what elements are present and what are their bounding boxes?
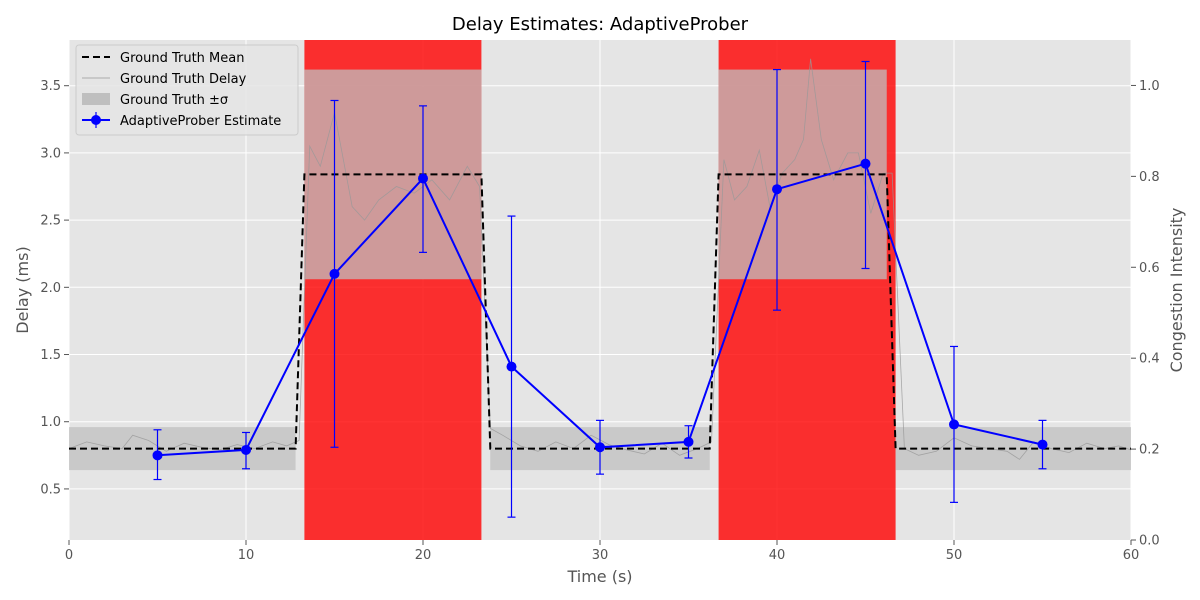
estimate-point bbox=[949, 419, 959, 430]
legend-band-symbol bbox=[82, 93, 110, 105]
legend: Ground Truth Mean Ground Truth Delay Gro… bbox=[75, 44, 299, 136]
legend-box bbox=[75, 44, 299, 136]
x-tick-label: 30 bbox=[592, 548, 609, 563]
legend-estimate-label: AdaptiveProber Estimate bbox=[120, 114, 281, 129]
estimate-point bbox=[241, 444, 251, 455]
y-tick-label: 3.0 bbox=[40, 146, 61, 161]
legend-band-label: Ground Truth ±σ bbox=[120, 93, 228, 108]
y-axis-label: Delay (ms) bbox=[13, 246, 32, 333]
y-tick-label: 2.0 bbox=[40, 281, 61, 296]
y2-tick-label: 0.0 bbox=[1139, 534, 1160, 549]
y2-tick-label: 0.8 bbox=[1139, 170, 1160, 185]
y2-tick-label: 0.4 bbox=[1139, 352, 1160, 367]
y2-axis-label: Congestion Intensity bbox=[1167, 208, 1186, 373]
legend-delay-label: Ground Truth Delay bbox=[120, 72, 247, 87]
estimate-point bbox=[683, 436, 694, 447]
x-tick-label: 0 bbox=[65, 548, 73, 563]
legend-mean-label: Ground Truth Mean bbox=[120, 51, 244, 66]
x-tick-label: 50 bbox=[946, 548, 963, 563]
y-tick-label: 0.5 bbox=[40, 482, 61, 497]
estimate-point bbox=[772, 184, 782, 195]
legend-estimate-symbol bbox=[82, 112, 110, 128]
x-axis-label: Time (s) bbox=[566, 567, 632, 586]
y-tick-label: 1.0 bbox=[40, 415, 61, 430]
estimate-point bbox=[152, 450, 163, 461]
estimate-point bbox=[329, 268, 340, 279]
estimate-points bbox=[152, 158, 1048, 461]
x-tick-label: 40 bbox=[769, 548, 786, 563]
x-tick-label: 10 bbox=[238, 548, 255, 563]
y2-tick-label: 0.6 bbox=[1139, 261, 1160, 276]
axis-ticks: 0 10 20 30 40 50 60 0.5 1.0 1.5 2.0 2.5 3.0 3.5 0.0 0.2… bbox=[40, 79, 1159, 563]
estimate-point bbox=[418, 173, 428, 184]
y-tick-label: 3.5 bbox=[40, 79, 61, 94]
y2-tick-label: 1.0 bbox=[1139, 79, 1160, 94]
ground-truth-delay-line bbox=[68, 58, 1132, 460]
estimate-point bbox=[1037, 439, 1048, 450]
y2-tick-label: 0.2 bbox=[1139, 443, 1160, 458]
chart-title: Delay Estimates: AdaptiveProber bbox=[452, 14, 749, 35]
estimate-point bbox=[595, 442, 605, 453]
y-tick-label: 1.5 bbox=[40, 348, 61, 363]
y-tick-label: 2.5 bbox=[40, 214, 61, 229]
x-tick-label: 20 bbox=[415, 548, 432, 563]
x-tick-label: 60 bbox=[1123, 548, 1140, 563]
estimate-point bbox=[506, 361, 517, 372]
estimate-point bbox=[860, 158, 871, 169]
legend-estimate-marker bbox=[91, 115, 101, 125]
